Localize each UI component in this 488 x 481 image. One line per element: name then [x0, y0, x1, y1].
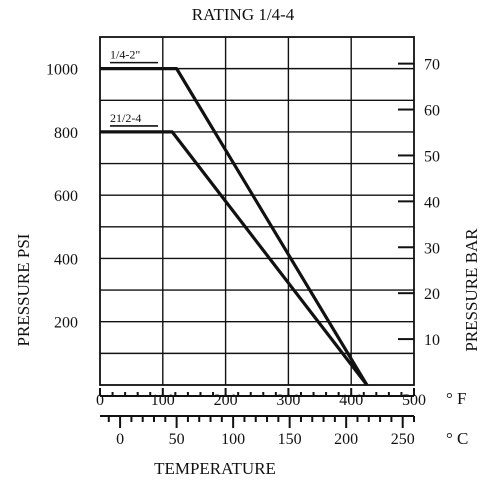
- x-tick-label-f: 200: [214, 392, 238, 409]
- series-label-1: 1/4-2": [110, 48, 140, 62]
- x-tick-label-c: 150: [278, 431, 302, 448]
- x-tick-label-c: 50: [169, 431, 185, 448]
- x-tick-label-c: 0: [116, 431, 124, 448]
- series-line-2: [100, 130, 369, 386]
- grid: [99, 36, 415, 386]
- y-tick-label-bar: 70: [424, 57, 440, 74]
- x-tick-label-c: 250: [391, 431, 415, 448]
- y-tick-label-bar: 30: [424, 240, 440, 257]
- x-tick-label-f: 500: [402, 392, 426, 409]
- y-tick-label-bar: 10: [424, 332, 440, 349]
- x-tick-label-f: 300: [276, 392, 300, 409]
- x-tick-label-c: 100: [221, 431, 245, 448]
- chart-title: RATING 1/4-4: [192, 5, 295, 24]
- y-tick-label-bar: 40: [424, 194, 440, 211]
- y-tick-label-psi: 200: [54, 315, 78, 332]
- x-axis-title: TEMPERATURE: [154, 459, 276, 478]
- series-lines: 1/4-2" 21/2-4: [100, 48, 369, 386]
- y-tick-label-psi: 600: [54, 188, 78, 205]
- series-line-1: [100, 67, 369, 386]
- celsius-unit-label: ° C: [446, 429, 468, 448]
- x-tick-label-c: 200: [334, 431, 358, 448]
- series-label-2: 21/2-4: [110, 111, 141, 125]
- x-tick-label-f: 400: [339, 392, 363, 409]
- y-tick-label-psi: 1000: [46, 62, 78, 79]
- y-tick-label-bar: 20: [424, 286, 440, 303]
- y-tick-label-psi: 800: [54, 125, 78, 142]
- y-tick-label-psi: 400: [54, 251, 78, 268]
- y-axis-title-bar: PRESSURE BAR: [462, 228, 481, 352]
- x-tick-label-f: 100: [151, 392, 175, 409]
- y-tick-label-bar: 50: [424, 148, 440, 165]
- fahrenheit-unit-label: ° F: [446, 389, 467, 408]
- plot-frame: [99, 36, 415, 386]
- y-axis-title-psi: PRESSURE PSI: [14, 233, 33, 346]
- x-tick-label-f: 0: [96, 392, 104, 409]
- y-tick-label-bar: 60: [424, 103, 440, 120]
